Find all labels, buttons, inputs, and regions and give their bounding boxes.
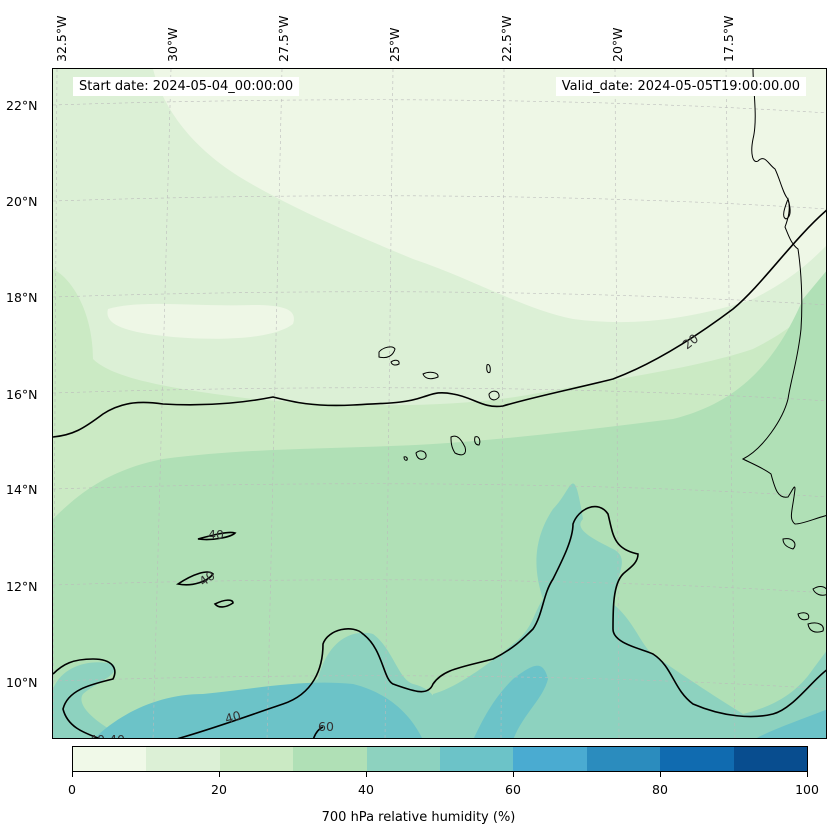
lat-label-16n: 16°N bbox=[6, 387, 38, 402]
island-santiago bbox=[450, 435, 466, 456]
colorbar-tick-0: 0 bbox=[68, 782, 76, 797]
coast-small-5 bbox=[807, 622, 824, 633]
band-40-50 bbox=[53, 483, 826, 738]
contour-40-island-c bbox=[213, 599, 234, 608]
lat-label-20n: 20°N bbox=[6, 194, 38, 209]
contour-label-40-b: 40 bbox=[196, 568, 218, 589]
colorbar-tickmark-80 bbox=[660, 772, 661, 777]
contour-40-island-b bbox=[175, 571, 215, 586]
lon-label-32-5w: 32.5°W bbox=[54, 15, 69, 62]
contour-label-40-c: 40 bbox=[223, 708, 242, 727]
colorbar-tick-40: 40 bbox=[358, 782, 374, 797]
island-fogo bbox=[415, 450, 427, 460]
contour-label-40-e: 40 bbox=[109, 732, 125, 739]
colorbar-segment-7 bbox=[586, 747, 661, 771]
lat-label-22n: 22°N bbox=[6, 98, 38, 113]
gridlines bbox=[53, 69, 826, 738]
colorbar-label: 700 hPa relative humidity (%) bbox=[321, 810, 516, 825]
colorbar-tick-100: 100 bbox=[795, 782, 819, 797]
colorbar-segment-5 bbox=[440, 747, 514, 771]
colorbar-tick-80: 80 bbox=[652, 782, 668, 797]
colorbar-tickmark-100 bbox=[807, 772, 808, 777]
colorbar-segment-3 bbox=[293, 747, 367, 771]
colorbar-segment-2 bbox=[219, 747, 294, 771]
lon-label-17-5w: 17.5°W bbox=[721, 15, 736, 62]
coast-small-3 bbox=[812, 586, 826, 596]
valid-date-label: Valid_date: 2024-05-05T19:00:00.00 bbox=[555, 77, 806, 96]
lat-label-18n: 18°N bbox=[6, 290, 38, 305]
colorbar-segment-4 bbox=[366, 747, 441, 771]
band-10-20-patch bbox=[107, 303, 294, 339]
start-date-label: Start date: 2024-05-04_00:00:00 bbox=[73, 77, 300, 96]
island-sao-vicente bbox=[390, 359, 400, 366]
contour-20 bbox=[53, 209, 826, 438]
colorbar-segment-9 bbox=[733, 747, 808, 771]
colorbar bbox=[72, 746, 808, 772]
coast-small-2 bbox=[782, 538, 796, 550]
island-brava bbox=[403, 456, 408, 461]
contour-60 bbox=[312, 726, 324, 738]
lat-label-14n: 14°N bbox=[6, 482, 38, 497]
africa-coast bbox=[741, 69, 826, 525]
lon-label-25w: 25°W bbox=[387, 27, 402, 62]
colorbar-segment-1 bbox=[146, 747, 220, 771]
contour-label-40-a: 40 bbox=[208, 527, 224, 542]
colorbar-tickmark-60 bbox=[513, 772, 514, 777]
cape-verde-islands bbox=[378, 346, 500, 461]
band-30-40 bbox=[53, 271, 826, 738]
island-sao-nicolau bbox=[422, 371, 439, 380]
lon-label-20w: 20°W bbox=[610, 27, 625, 62]
band-50-60 bbox=[95, 665, 826, 738]
island-boa-vista bbox=[488, 390, 500, 401]
island-santo-antao bbox=[378, 346, 396, 359]
lon-label-30w: 30°W bbox=[165, 27, 180, 62]
coast-small-4 bbox=[797, 612, 810, 621]
lat-label-10n: 10°N bbox=[6, 675, 38, 690]
lat-label-12n: 12°N bbox=[6, 579, 38, 594]
colorbar-tickmark-40 bbox=[366, 772, 367, 777]
humidity-contours bbox=[53, 209, 826, 738]
colorbar-segment-6 bbox=[513, 747, 587, 771]
contour-40-south bbox=[177, 505, 826, 738]
lon-label-22-5w: 22.5°W bbox=[499, 15, 514, 62]
colorbar-tickmark-20 bbox=[219, 772, 220, 777]
colorbar-segment-0 bbox=[73, 747, 147, 771]
contour-labels: 20 40 40 40 40 40 60 bbox=[89, 331, 701, 739]
island-maio bbox=[474, 436, 481, 446]
island-sal bbox=[486, 364, 491, 374]
contour-label-60: 60 bbox=[318, 719, 334, 734]
coastlines bbox=[741, 69, 826, 633]
lon-label-27-5w: 27.5°W bbox=[276, 15, 291, 62]
map-panel[interactable]: 20 40 40 40 40 40 60 S bbox=[52, 68, 827, 739]
colorbar-segment-8 bbox=[660, 747, 734, 771]
colorbar-tickmark-0 bbox=[72, 772, 73, 777]
coast-small-1 bbox=[783, 197, 791, 220]
contour-40-west bbox=[53, 658, 116, 738]
colorbar-tick-20: 20 bbox=[211, 782, 227, 797]
humidity-map: 20 40 40 40 40 40 60 bbox=[53, 69, 826, 739]
contour-40-island-a bbox=[197, 531, 237, 541]
contour-label-40-d: 40 bbox=[89, 732, 105, 739]
colorbar-tick-60: 60 bbox=[505, 782, 521, 797]
